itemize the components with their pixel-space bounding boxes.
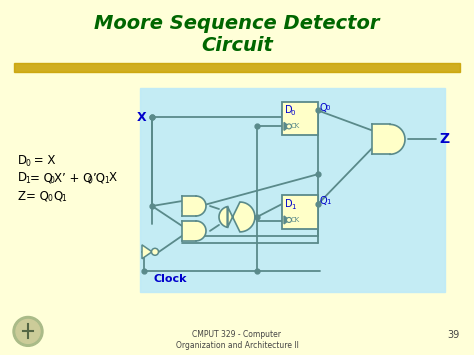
Bar [282, 195, 318, 229]
Text: 1: 1 [61, 194, 66, 203]
Polygon shape [284, 216, 289, 224]
Text: Q: Q [320, 196, 328, 206]
Text: X: X [137, 111, 146, 124]
Text: 1: 1 [291, 204, 295, 210]
Circle shape [152, 248, 158, 255]
Text: X’ + Q: X’ + Q [54, 171, 92, 184]
Bar [14, 63, 460, 72]
Circle shape [16, 320, 40, 343]
Text: D: D [18, 171, 27, 184]
Text: 0: 0 [48, 194, 53, 203]
Text: Moore Sequence Detector: Moore Sequence Detector [94, 14, 380, 33]
Bar [372, 124, 390, 154]
Circle shape [286, 218, 292, 223]
Text: 1: 1 [104, 176, 109, 185]
Text: CK: CK [291, 124, 300, 129]
Text: 1: 1 [25, 176, 30, 185]
Text: D: D [285, 199, 292, 209]
Bar [282, 102, 318, 135]
Polygon shape [142, 245, 152, 259]
Text: 1: 1 [326, 199, 330, 205]
Polygon shape [196, 196, 206, 216]
Text: 0: 0 [25, 159, 30, 168]
Bar [182, 221, 196, 241]
Text: D: D [285, 105, 292, 115]
Polygon shape [219, 202, 255, 232]
Text: ’Q: ’Q [93, 171, 106, 184]
Bar [182, 196, 196, 216]
Text: D: D [18, 154, 27, 167]
Text: Circuit: Circuit [201, 36, 273, 55]
Polygon shape [390, 124, 405, 154]
Text: 0: 0 [88, 176, 93, 185]
Text: 0: 0 [291, 110, 295, 116]
Text: Z: Z [439, 132, 449, 146]
Text: Q: Q [53, 189, 62, 202]
Text: 39: 39 [447, 331, 459, 340]
Polygon shape [196, 221, 206, 241]
Text: CMPUT 329 - Computer
Organization and Architecture II: CMPUT 329 - Computer Organization and Ar… [175, 331, 299, 350]
Bar [140, 88, 445, 291]
Circle shape [286, 124, 292, 129]
Polygon shape [284, 122, 289, 130]
Text: = X: = X [30, 154, 55, 167]
Text: CK: CK [291, 217, 300, 223]
Text: Z= Q: Z= Q [18, 189, 49, 202]
Text: = Q: = Q [30, 171, 53, 184]
Text: X: X [109, 171, 117, 184]
Text: 0: 0 [326, 105, 330, 111]
Text: 0: 0 [49, 176, 54, 185]
Text: Clock: Clock [154, 274, 188, 284]
Circle shape [13, 317, 43, 346]
Text: Q: Q [320, 103, 328, 113]
